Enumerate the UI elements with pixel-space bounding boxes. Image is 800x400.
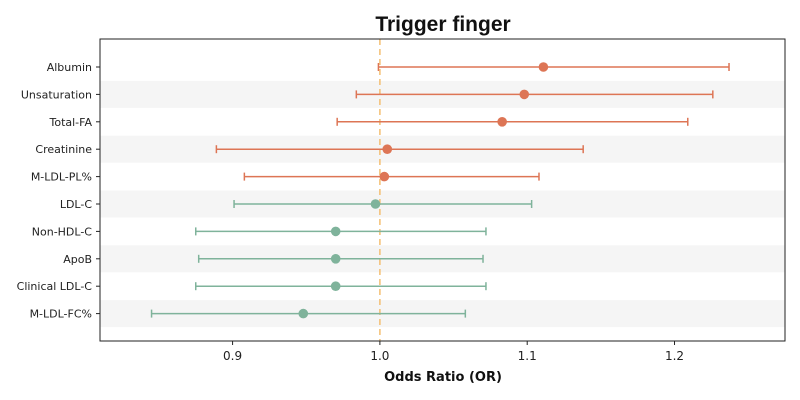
y-tick-label: Unsaturation <box>21 88 92 101</box>
x-axis: 0.9 1.0 1.1 1.2 <box>223 341 684 363</box>
or-point <box>519 89 530 100</box>
forest-row <box>355 89 714 100</box>
y-tick-label: M-LDL-FC% <box>30 308 92 321</box>
y-tick-label: Albumin <box>47 61 92 74</box>
or-point <box>298 308 309 319</box>
forest-row <box>197 253 484 264</box>
forest-row <box>243 171 540 182</box>
x-axis-label: Odds Ratio (OR) <box>384 370 502 385</box>
y-tick-label: Total-FA <box>48 116 92 129</box>
forest-row <box>195 281 487 292</box>
forest-row <box>233 199 533 209</box>
or-point <box>497 117 507 127</box>
x-tick-label: 0.9 <box>223 349 242 363</box>
forest-row <box>195 226 487 237</box>
y-tick-label: M-LDL-PL% <box>31 171 92 184</box>
x-tick-label: 1.1 <box>518 349 537 363</box>
forest-row <box>336 117 689 127</box>
plot-frame <box>99 38 786 342</box>
chart-title: Trigger finger <box>375 13 510 36</box>
or-point <box>370 199 381 209</box>
y-tick-label: ApoB <box>63 253 92 266</box>
y-tick-label: LDL-C <box>60 198 93 211</box>
or-point <box>330 226 341 237</box>
or-point <box>330 281 341 292</box>
forest-row <box>150 308 467 319</box>
y-tick-label: Creatinine <box>35 143 92 156</box>
y-axis: Albumin Unsaturation Total-FA Creatinine M-L… <box>17 61 100 321</box>
y-tick-label: Clinical LDL-C <box>17 280 93 293</box>
or-point <box>538 62 549 72</box>
plot-marks <box>150 62 730 319</box>
forest-row <box>377 62 730 72</box>
x-tick-label: 1.2 <box>665 349 684 363</box>
or-point <box>382 144 393 154</box>
or-point <box>330 253 341 264</box>
forest-row <box>215 144 584 154</box>
x-tick-label: 1.0 <box>370 349 389 363</box>
or-point <box>379 171 390 182</box>
y-tick-label: Non-HDL-C <box>32 225 93 238</box>
